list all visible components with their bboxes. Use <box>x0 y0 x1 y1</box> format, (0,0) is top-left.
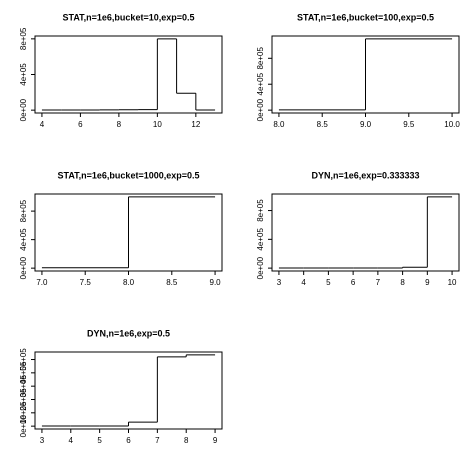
chart-title: STAT,n=1e6,bucket=100,exp=0.5 <box>297 12 434 22</box>
x-tick-label: 12 <box>191 120 200 129</box>
y-tick-label: 8e+05 <box>256 199 265 222</box>
y-tick-label: 8e+05 <box>19 199 28 222</box>
x-tick-label: 6 <box>126 436 131 445</box>
x-tick-label: 9 <box>213 436 218 445</box>
chart-title: STAT,n=1e6,bucket=10,exp=0.5 <box>63 12 195 22</box>
y-tick-label: 4e+05 <box>256 228 265 251</box>
y-tick-label: 5e+05 <box>19 348 28 371</box>
y-tick-label: 4e+05 <box>256 72 265 95</box>
x-tick-label: 8 <box>117 120 122 129</box>
x-tick-label: 8.5 <box>166 278 178 287</box>
x-tick-label: 6 <box>78 120 83 129</box>
x-tick-label: 5 <box>97 436 102 445</box>
x-tick-label: 7 <box>155 436 160 445</box>
y-tick-label: 3e+05 <box>19 374 28 397</box>
x-tick-label: 9.5 <box>403 120 415 129</box>
x-tick-label: 9.0 <box>210 278 222 287</box>
x-tick-label: 7.5 <box>80 278 92 287</box>
x-tick-label: 4 <box>40 120 45 129</box>
y-tick-label: 1e+05 <box>19 401 28 424</box>
plot-box <box>271 193 460 272</box>
y-tick-label: 8e+05 <box>256 47 265 70</box>
x-tick-label: 3 <box>277 278 282 287</box>
y-tick-label: 4e+05 <box>19 361 28 384</box>
x-tick-label: 4 <box>69 436 74 445</box>
y-tick-label: 0e+00 <box>256 98 265 121</box>
x-tick-label: 5 <box>326 278 331 287</box>
x-tick-label: 7 <box>376 278 381 287</box>
y-tick-label: 0e+00 <box>19 414 28 437</box>
x-tick-label: 10 <box>448 278 457 287</box>
x-tick-label: 8.0 <box>273 120 285 129</box>
plot-box <box>34 351 223 430</box>
y-tick-label: 8e+05 <box>19 27 28 50</box>
chart-title: DYN,n=1e6,exp=0.5 <box>87 328 170 338</box>
y-tick-label: 0e+00 <box>19 98 28 121</box>
y-tick-label: 4e+05 <box>19 63 28 86</box>
chart-title: STAT,n=1e6,bucket=1000,exp=0.5 <box>58 170 200 180</box>
x-tick-label: 9.0 <box>360 120 372 129</box>
x-tick-label: 10 <box>153 120 162 129</box>
x-tick-label: 3 <box>40 436 45 445</box>
x-tick-label: 6 <box>351 278 356 287</box>
x-tick-label: 8.5 <box>317 120 329 129</box>
x-tick-label: 7.0 <box>36 278 48 287</box>
x-tick-label: 9 <box>425 278 430 287</box>
plot-box <box>34 35 223 114</box>
x-tick-label: 8 <box>184 436 189 445</box>
x-tick-label: 8.0 <box>123 278 135 287</box>
y-tick-label: 0e+00 <box>256 256 265 279</box>
x-tick-label: 8 <box>400 278 405 287</box>
chart-title: DYN,n=1e6,exp=0.333333 <box>311 170 419 180</box>
x-tick-label: 4 <box>301 278 306 287</box>
x-tick-label: 10.0 <box>444 120 460 129</box>
y-tick-label: 0e+00 <box>19 256 28 279</box>
y-tick-label: 4e+05 <box>19 228 28 251</box>
y-tick-label: 2e+05 <box>19 388 28 411</box>
